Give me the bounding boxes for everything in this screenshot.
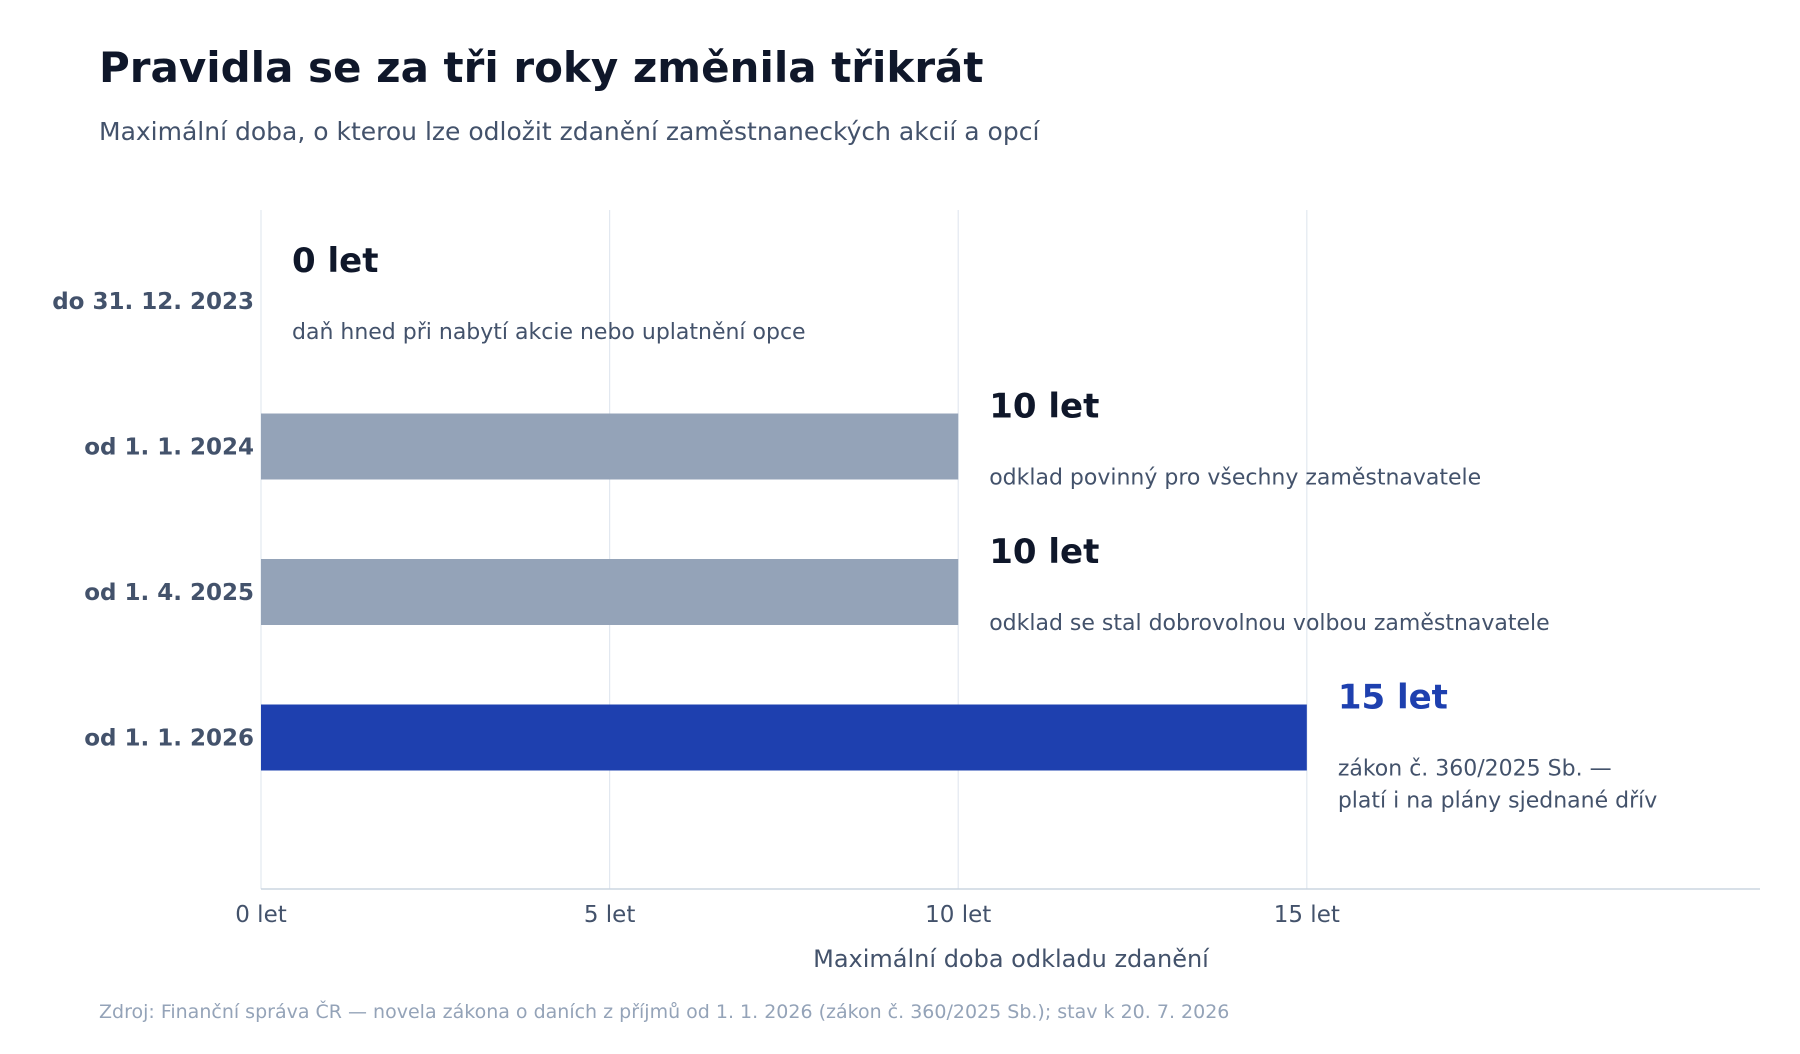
bars	[261, 413, 1307, 771]
bar	[261, 704, 1307, 771]
annotation-text: odklad se stal dobrovolnou volbou zaměst…	[989, 611, 1549, 636]
category-label: od 1. 1. 2026	[84, 726, 254, 752]
labels: do 31. 12. 2023 0 let daň hned při nabytí …	[52, 241, 1657, 814]
value-label: 10 let	[989, 387, 1099, 427]
category-label: od 1. 1. 2024	[84, 435, 254, 461]
x-axis-ticks: 0 let 5 let 10 let 15 let	[235, 902, 1340, 928]
bar	[261, 559, 959, 625]
x-axis-label: Maximální doba odkladu zdanění	[813, 945, 1210, 973]
annotation-text: platí i na plány sjednané dřív	[1338, 789, 1657, 814]
annotation-text: zákon č. 360/2025 Sb. —	[1338, 757, 1612, 782]
category-label: od 1. 4. 2025	[84, 580, 254, 606]
source-note: Zdroj: Finanční správa ČR — novela zákon…	[99, 999, 1229, 1023]
x-tick-label: 0 let	[235, 902, 287, 928]
gridlines	[260, 210, 1308, 889]
chart-subtitle: Maximální doba, o kterou lze odložit zda…	[99, 117, 1040, 146]
category-label: do 31. 12. 2023	[52, 289, 254, 315]
x-tick-label: 5 let	[584, 902, 636, 928]
annotation-text: daň hned při nabytí akcie nebo uplatnění…	[292, 320, 806, 345]
value-label: 15 let	[1338, 678, 1448, 718]
bar	[261, 413, 959, 480]
x-tick-label: 15 let	[1274, 902, 1340, 928]
x-tick-label: 10 let	[925, 902, 991, 928]
chart-title: Pravidla se za tři roky změnila třikrát	[99, 43, 983, 92]
value-label: 10 let	[989, 532, 1099, 572]
value-label: 0 let	[292, 241, 378, 281]
annotation-text: odklad povinný pro všechny zaměstnavatel…	[989, 466, 1481, 491]
